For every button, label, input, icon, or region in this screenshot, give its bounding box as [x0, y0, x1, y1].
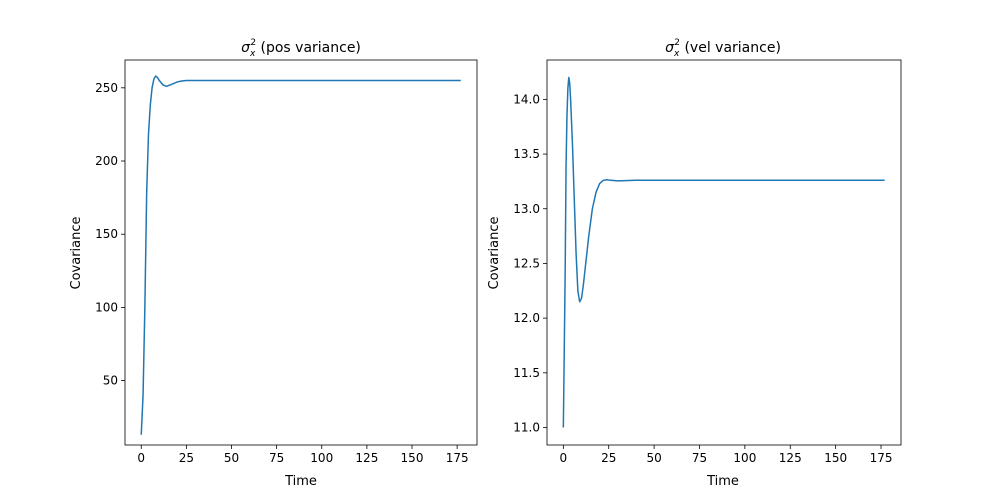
x-tick-label: 75: [692, 451, 707, 465]
title-subscript: x: [249, 49, 256, 59]
y-tick-label: 11.5: [513, 366, 540, 380]
x-tick-label: 25: [179, 451, 194, 465]
x-tick-label: 75: [269, 451, 284, 465]
y-tick-label: 12.5: [513, 256, 540, 270]
title-superscript: 2: [674, 38, 680, 48]
x-tick-label: 0: [560, 451, 568, 465]
y-tick-label: 14.0: [513, 92, 540, 106]
y-tick-label: 150: [95, 227, 118, 241]
x-tick-label: 175: [446, 451, 469, 465]
x-tick-label: 25: [601, 451, 616, 465]
title-symbol: σ: [665, 40, 675, 56]
x-tick-label: 100: [310, 451, 333, 465]
axes-frame: [546, 59, 902, 446]
x-axis-label: Time: [706, 474, 739, 489]
plot-title: σx2 (pos variance): [241, 38, 361, 59]
title-text: (pos variance): [256, 40, 361, 56]
series-line-0: [562, 76, 885, 428]
x-axis-label: Time: [284, 474, 317, 489]
y-tick-label: 13.0: [513, 202, 540, 216]
y-tick-label: 13.5: [513, 147, 540, 161]
axes-frame: [124, 59, 478, 446]
y-tick-label: 100: [95, 300, 118, 314]
x-tick-label: 150: [824, 451, 847, 465]
y-tick-label: 50: [103, 374, 118, 388]
y-axis-label: Covariance: [487, 217, 502, 290]
x-tick-label: 50: [646, 451, 661, 465]
title-subscript: x: [673, 49, 680, 59]
plot-area: 0 25 50 75 100 125 150 175 50 100 150 200 250: [95, 59, 478, 465]
plot-area: 0 25 50 75 100 125 150 175 11.0 11.5 12.0 12.5 13.0 1…: [513, 59, 902, 465]
x-tick-label: 125: [779, 451, 802, 465]
title-symbol: σ: [241, 40, 251, 56]
x-tick-label: 175: [870, 451, 893, 465]
plot-title: σx2 (vel variance): [665, 38, 781, 59]
y-tick-label: 12.0: [513, 311, 540, 325]
x-tick-label: 150: [401, 451, 424, 465]
title-text: (vel variance): [680, 40, 781, 56]
y-tick-label: 250: [95, 81, 118, 95]
x-tick-label: 50: [224, 451, 239, 465]
title-superscript: 2: [250, 38, 256, 48]
x-tick-label: 100: [733, 451, 756, 465]
vel-variance-plot: 0 25 50 75 100 125 150 175 11.0 11.5 12.0 12.5 13.0 1…: [487, 38, 902, 489]
pos-variance-plot: 0 25 50 75 100 125 150 175 50 100 150 200 250 σx2 (p…: [69, 38, 478, 489]
x-tick-label: 125: [355, 451, 378, 465]
x-tick-label: 0: [137, 451, 145, 465]
y-axis-label: Covariance: [69, 217, 84, 290]
series-line-0: [140, 75, 461, 435]
y-tick-label: 11.0: [513, 421, 540, 435]
y-tick-label: 200: [95, 154, 118, 168]
